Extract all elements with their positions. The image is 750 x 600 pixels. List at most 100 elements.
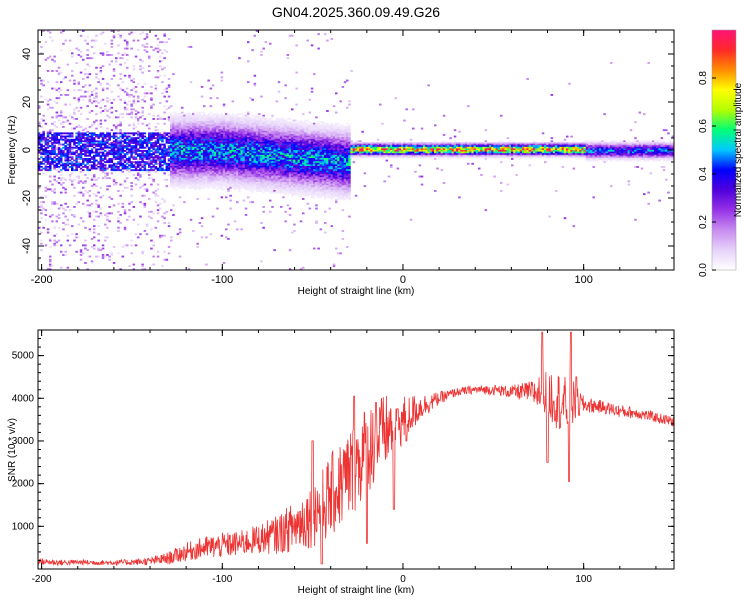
spectrogram-cell bbox=[277, 172, 281, 175]
spectrogram-cell bbox=[293, 138, 296, 141]
spectrogram-cell bbox=[247, 113, 250, 116]
spectrogram-cell bbox=[200, 185, 204, 188]
spectrogram-cell bbox=[187, 154, 191, 157]
spectrogram-cell bbox=[260, 138, 263, 141]
spectrogram-cell bbox=[286, 129, 290, 132]
spectrogram-cell bbox=[73, 82, 76, 85]
spectrogram-cell bbox=[211, 169, 215, 172]
spectrogram-cell bbox=[152, 161, 155, 164]
spectrogram-cell bbox=[280, 183, 283, 186]
spectrogram-cell bbox=[150, 92, 153, 95]
spectrogram-cell bbox=[258, 158, 261, 160]
spectrogram-cell bbox=[189, 121, 193, 124]
spectrogram-cell bbox=[275, 158, 279, 160]
spectrogram-cell bbox=[273, 153, 276, 156]
spectrogram-cell bbox=[262, 162, 265, 165]
spectrogram-cell bbox=[247, 174, 250, 176]
spectrogram-cell bbox=[137, 169, 140, 172]
spectrogram-cell bbox=[196, 145, 199, 148]
spectrogram-cell bbox=[119, 146, 122, 149]
spectrogram-cell bbox=[165, 167, 169, 170]
spectrogram-cell bbox=[53, 167, 56, 170]
spectrogram-cell bbox=[104, 156, 107, 159]
spectrogram-cell bbox=[185, 121, 188, 124]
spectrogram-cell bbox=[258, 170, 261, 173]
spectrogram-cell bbox=[84, 182, 87, 184]
spectrogram-cell bbox=[101, 154, 105, 157]
spectrogram-cell bbox=[183, 178, 186, 181]
spectrogram-cell bbox=[286, 143, 290, 146]
spectrogram-cell bbox=[216, 170, 219, 173]
spectrogram-cell bbox=[214, 156, 217, 159]
spectrogram-cell bbox=[214, 142, 217, 144]
spectrogram-cell bbox=[229, 162, 232, 165]
spectrogram-cell bbox=[40, 196, 43, 199]
spectrogram-cell bbox=[207, 186, 210, 189]
spectrogram-cell bbox=[269, 145, 272, 148]
spectrogram-cell bbox=[68, 142, 72, 144]
spectrogram-cell bbox=[86, 268, 89, 270]
spectrogram-cell bbox=[77, 164, 81, 167]
spectrogram-cell bbox=[273, 132, 276, 135]
spectrogram-cell bbox=[249, 121, 252, 124]
spectrogram-cell bbox=[187, 182, 191, 184]
spectrogram-cell bbox=[49, 166, 52, 168]
spectrogram-cell bbox=[249, 166, 252, 168]
spectrogram-cell bbox=[209, 137, 213, 140]
spectrogram-cell bbox=[38, 134, 41, 136]
spectrogram-cell bbox=[176, 113, 180, 116]
spectrogram-cell bbox=[117, 52, 120, 55]
spectrogram-cell bbox=[183, 201, 186, 204]
spectrogram-cell bbox=[258, 159, 261, 162]
spectrogram-cell bbox=[183, 145, 186, 148]
spectrogram-cell bbox=[242, 167, 246, 170]
spectrogram-cell bbox=[262, 135, 265, 138]
spectrogram-cell bbox=[88, 126, 92, 128]
spectrogram-cell bbox=[299, 122, 303, 125]
spectrogram-cell bbox=[249, 162, 252, 165]
spectrogram-cell bbox=[244, 180, 248, 183]
spectrogram-cell bbox=[207, 130, 210, 133]
spectrogram-cell bbox=[247, 180, 250, 183]
spectrogram-cell bbox=[203, 148, 206, 151]
spectrogram-cell bbox=[176, 137, 180, 140]
spectrogram-cell bbox=[282, 151, 285, 154]
spectrogram-cell bbox=[121, 150, 125, 152]
spectrogram-cell bbox=[209, 174, 213, 176]
spectrogram-cell bbox=[77, 97, 81, 100]
spectrogram-cell bbox=[238, 127, 241, 130]
spectrogram-cell bbox=[40, 156, 43, 159]
spectrogram-cell bbox=[264, 145, 268, 148]
spectrogram-cell bbox=[110, 102, 114, 104]
spectrogram-cell bbox=[163, 132, 166, 135]
spectrogram-cell bbox=[225, 185, 228, 188]
spectrogram-cell bbox=[231, 114, 235, 117]
spectrogram-cell bbox=[73, 178, 76, 181]
spectrogram-cell bbox=[240, 151, 243, 154]
spectrogram-cell bbox=[236, 151, 239, 154]
spectrogram-cell bbox=[207, 134, 210, 136]
spectrogram-cell bbox=[141, 137, 144, 140]
spectrogram-cell bbox=[233, 178, 237, 181]
spectrogram-cell bbox=[200, 158, 204, 160]
spectrogram-cell bbox=[108, 206, 111, 208]
spectrogram-cell bbox=[119, 124, 122, 127]
spectrogram-cell bbox=[295, 175, 298, 178]
spectrogram-cell bbox=[194, 151, 197, 154]
spectrogram-cell bbox=[99, 106, 103, 109]
spectrogram-cell bbox=[75, 106, 78, 109]
spectrogram-cell bbox=[104, 153, 107, 156]
spectrogram-cell bbox=[159, 153, 162, 156]
spectrogram-cell bbox=[220, 150, 224, 152]
spectrogram-cell bbox=[220, 154, 224, 157]
spectrogram-cell bbox=[220, 178, 224, 181]
spectrogram-cell bbox=[218, 132, 221, 135]
spectrogram-cell bbox=[253, 122, 257, 125]
spectrogram-cell bbox=[99, 159, 103, 162]
spectrogram-cell bbox=[187, 134, 191, 136]
spectrogram-cell bbox=[203, 114, 206, 117]
spectrogram-cell bbox=[236, 145, 239, 148]
spectrogram-cell bbox=[280, 119, 283, 122]
spectrogram-cell bbox=[154, 76, 158, 79]
spectrogram-cell bbox=[222, 129, 226, 132]
